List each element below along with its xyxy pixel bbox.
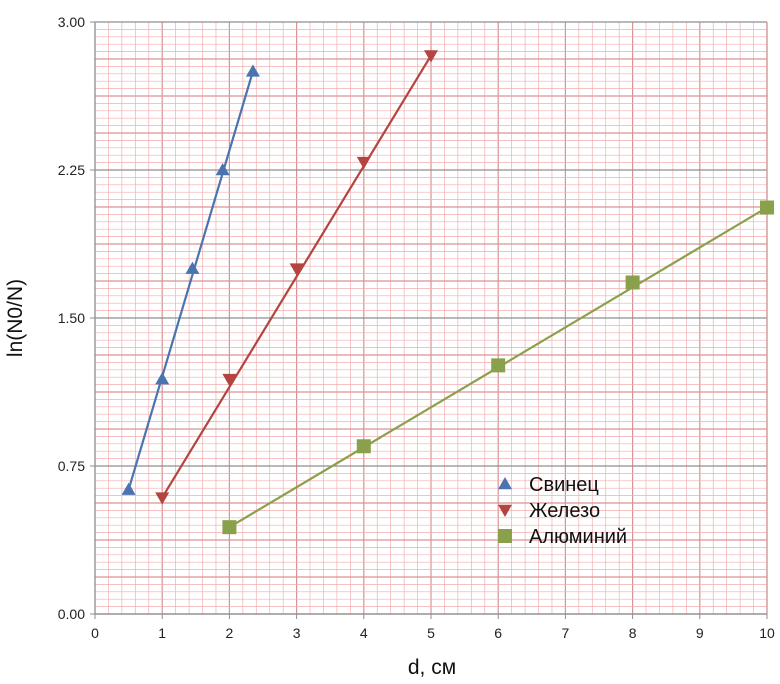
series-1-trend-line <box>127 71 254 490</box>
x-tick-label: 6 <box>494 625 502 641</box>
y-tick-label: 1.50 <box>58 310 85 326</box>
plot-grid <box>94 21 768 615</box>
series-1-point <box>155 372 170 385</box>
x-tick-label: 9 <box>696 625 704 641</box>
legend-marker-2 <box>498 504 512 517</box>
x-tick-label: 4 <box>360 625 368 641</box>
legend-label-2: Железо <box>529 500 600 522</box>
series-3-point <box>491 358 506 373</box>
series-2-point <box>424 50 438 63</box>
series-1-point <box>245 64 260 77</box>
y-tick-label: 0.00 <box>58 606 85 622</box>
series-3-point <box>625 275 640 290</box>
series-2-point <box>356 156 371 170</box>
data-markers <box>121 50 774 535</box>
y-axis-title: ln(N0/N) <box>4 279 27 357</box>
series-2-point <box>289 263 304 276</box>
x-axis-title: d, см <box>408 656 456 679</box>
legend-label-1: Свинец <box>529 474 599 496</box>
legend: Свинец Железо Алюминий <box>498 474 627 548</box>
x-tick-label: 0 <box>91 625 99 641</box>
legend-marker-3 <box>498 529 512 543</box>
axis-ticks: 0 1 2 3 4 5 6 7 8 9 10 0.00 0.75 1.50 2.25 3.00 <box>58 14 775 641</box>
series-3-point <box>222 520 237 535</box>
series-3-point <box>356 439 371 454</box>
series-1-point <box>121 482 136 495</box>
y-tick-label: 0.75 <box>58 458 85 474</box>
y-tick-label: 2.25 <box>58 162 85 178</box>
x-tick-label: 5 <box>427 625 435 641</box>
legend-marker-1 <box>498 477 512 490</box>
x-tick-label: 10 <box>759 625 775 641</box>
series-2-point <box>222 373 237 387</box>
series-2-trend-line <box>161 54 432 499</box>
x-tick-label: 1 <box>158 625 166 641</box>
x-tick-label: 7 <box>562 625 570 641</box>
legend-label-3: Алюминий <box>529 526 627 548</box>
series-1-point <box>215 163 230 176</box>
x-tick-label: 3 <box>293 625 301 641</box>
series-1-point <box>185 261 200 274</box>
series-3-point <box>760 200 774 215</box>
series-2-point <box>155 492 170 505</box>
y-tick-label: 3.00 <box>58 14 85 30</box>
x-tick-label: 2 <box>226 625 234 641</box>
x-tick-label: 8 <box>629 625 637 641</box>
